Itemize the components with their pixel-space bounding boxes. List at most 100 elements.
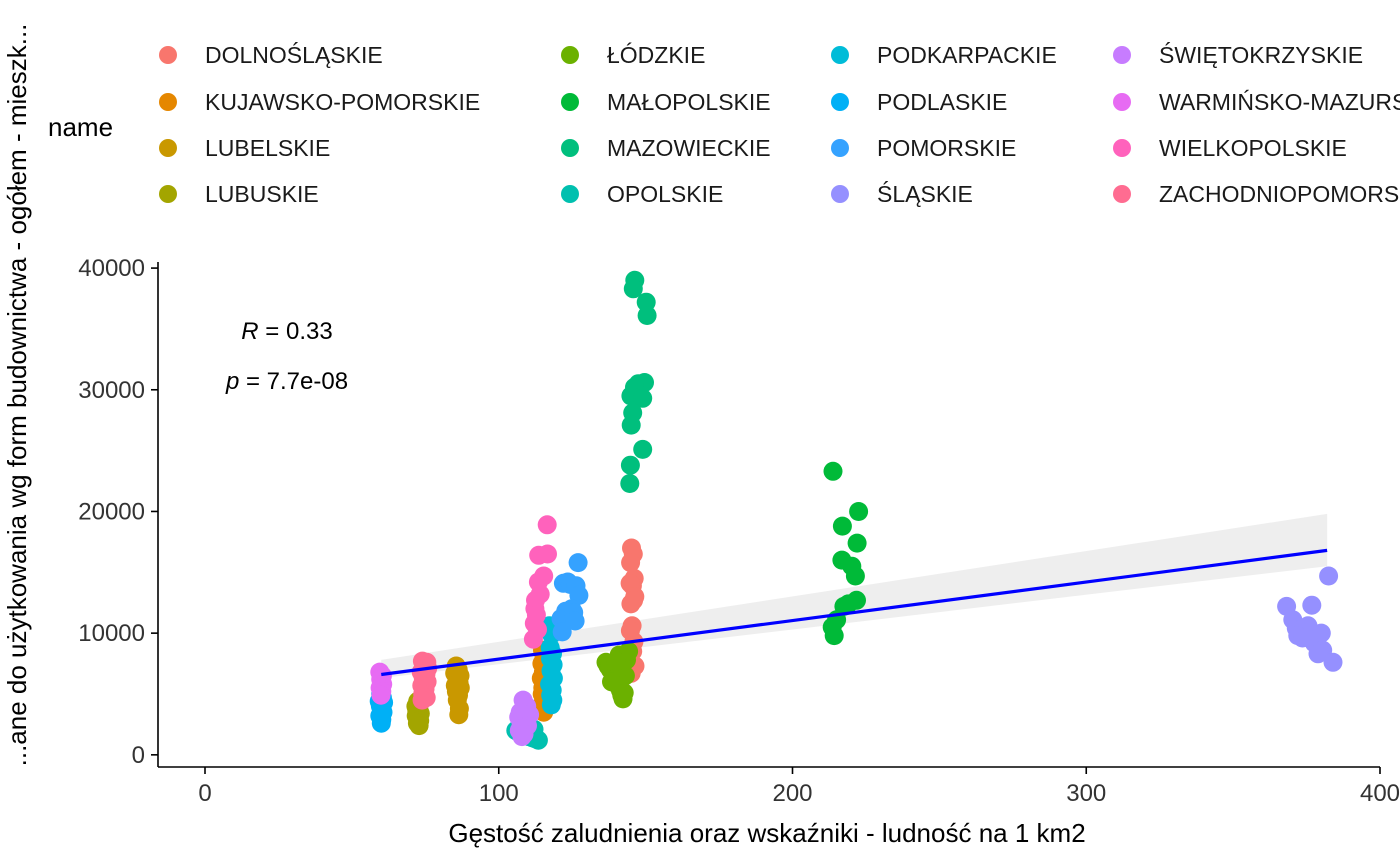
legend-swatch (1113, 46, 1131, 64)
legend-swatch (831, 185, 849, 203)
x-tick-label: 400 (1360, 780, 1400, 807)
data-point (512, 727, 532, 747)
data-point (1319, 566, 1339, 586)
y-tick-label: 30000 (78, 377, 145, 404)
data-point (845, 566, 865, 586)
data-point (633, 439, 653, 459)
data-point (1323, 652, 1343, 672)
x-axis-title: Gęstość zaludnienia oraz wskaźniki - lud… (448, 818, 1085, 848)
legend-item: DOLNOŚLĄSKIE (159, 41, 383, 68)
legend-swatch (831, 139, 849, 157)
data-point (847, 533, 867, 553)
legend-item: LUBUSKIE (159, 181, 319, 207)
legend-label: WIELKOPOLSKIE (1159, 135, 1347, 161)
legend-label: DOLNOŚLĄSKIE (205, 41, 383, 68)
data-point (568, 553, 588, 573)
legend-label: ŚWIĘTOKRZYSKIE (1159, 41, 1363, 68)
legend-swatch (561, 93, 579, 111)
legend-swatch (159, 185, 177, 203)
p-value-label: p = 7.7e-08 (225, 368, 348, 395)
legend-swatch (1113, 139, 1131, 157)
legend-label: ŁÓDZKIE (607, 42, 705, 68)
legend-label: PODKARPACKIE (877, 42, 1057, 68)
data-point (523, 629, 543, 649)
legend-item: KUJAWSKO-POMORSKIE (159, 89, 480, 115)
data-point (633, 388, 653, 408)
legend-items: DOLNOŚLĄSKIE KUJAWSKO-POMORSKIE LUBELSKIE L… (159, 41, 1400, 207)
data-point (565, 611, 585, 631)
legend-item: OPOLSKIE (561, 181, 723, 207)
legend-item: LUBELSKIE (159, 135, 330, 161)
data-point (1302, 595, 1322, 615)
data-point (409, 716, 429, 736)
axes: 0 10000 20000 30000 40000 0 100 200 300 400 (78, 255, 1400, 807)
data-point (832, 516, 852, 536)
legend-swatch (1113, 185, 1131, 203)
x-tick-label: 100 (479, 780, 519, 807)
data-point (623, 279, 643, 299)
data-point (538, 544, 557, 564)
legend-label: POMORSKIE (877, 135, 1016, 161)
y-axis-title: ...ane do użytkowania wg form budownictw… (2, 24, 32, 767)
legend-swatch (1113, 93, 1131, 111)
legend-label: KUJAWSKO-POMORSKIE (205, 89, 480, 115)
regression-line (381, 548, 1328, 677)
data-point (541, 695, 561, 715)
data-point (606, 651, 626, 671)
legend-item: ŁÓDZKIE (561, 42, 705, 68)
legend-item: MAZOWIECKIE (561, 135, 771, 161)
legend-label: LUBUSKIE (205, 181, 319, 207)
data-point (624, 590, 644, 610)
x-tick-label: 200 (772, 780, 812, 807)
data-point (621, 553, 641, 573)
legend-label: OPOLSKIE (607, 181, 723, 207)
legend-label: LUBELSKIE (205, 135, 330, 161)
y-tick-label: 10000 (78, 620, 145, 647)
data-point (849, 502, 869, 521)
legend-item: ŚLĄSKIE (831, 180, 973, 207)
correlation-label: R = 0.33 (241, 318, 332, 345)
legend-swatch (561, 185, 579, 203)
p-value-symbol: p (225, 368, 239, 395)
legend-item: POMORSKIE (831, 135, 1016, 161)
data-point (371, 713, 391, 733)
legend-title: name (48, 112, 113, 142)
data-point (823, 461, 843, 481)
legend-item: ZACHODNIOPOMORSKIE (1113, 181, 1400, 207)
data-point (637, 306, 657, 325)
correlation-symbol: R (241, 318, 258, 345)
legend-label: PODLASKIE (877, 89, 1007, 115)
x-tick-label: 0 (198, 780, 211, 807)
p-value-value: = 7.7e-08 (239, 368, 348, 395)
legend-label: WARMIŃSKO-MAZURSKIE (1159, 89, 1400, 115)
legend-item: MAŁOPOLSKIE (561, 89, 771, 115)
data-points (369, 270, 1343, 750)
data-point (620, 474, 640, 493)
legend-swatch (831, 93, 849, 111)
data-point (449, 705, 469, 725)
data-point (620, 455, 640, 475)
data-point (602, 672, 621, 692)
legend-item: WARMIŃSKO-MAZURSKIE (1113, 89, 1400, 115)
legend-item: WIELKOPOLSKIE (1113, 135, 1347, 161)
x-tick-label: 300 (1066, 780, 1106, 807)
legend-label: MAŁOPOLSKIE (607, 89, 771, 115)
data-point (371, 685, 391, 705)
data-point (552, 622, 572, 642)
legend-label: ŚLĄSKIE (877, 180, 973, 207)
legend-swatch (159, 46, 177, 64)
legend-swatch (159, 139, 177, 157)
legend-item: PODLASKIE (831, 89, 1007, 115)
data-point (412, 690, 432, 710)
y-tick-label: 0 (132, 742, 145, 769)
legend-item: PODKARPACKIE (831, 42, 1057, 68)
data-point (621, 415, 641, 435)
plot-area: 0 10000 20000 30000 40000 0 100 200 300 400 (78, 255, 1400, 807)
legend-swatch (159, 93, 177, 111)
regression-line-path (381, 548, 1328, 677)
data-point (1308, 644, 1328, 664)
legend-swatch (561, 139, 579, 157)
legend-label: MAZOWIECKIE (607, 135, 771, 161)
y-tick-label: 20000 (78, 498, 145, 525)
